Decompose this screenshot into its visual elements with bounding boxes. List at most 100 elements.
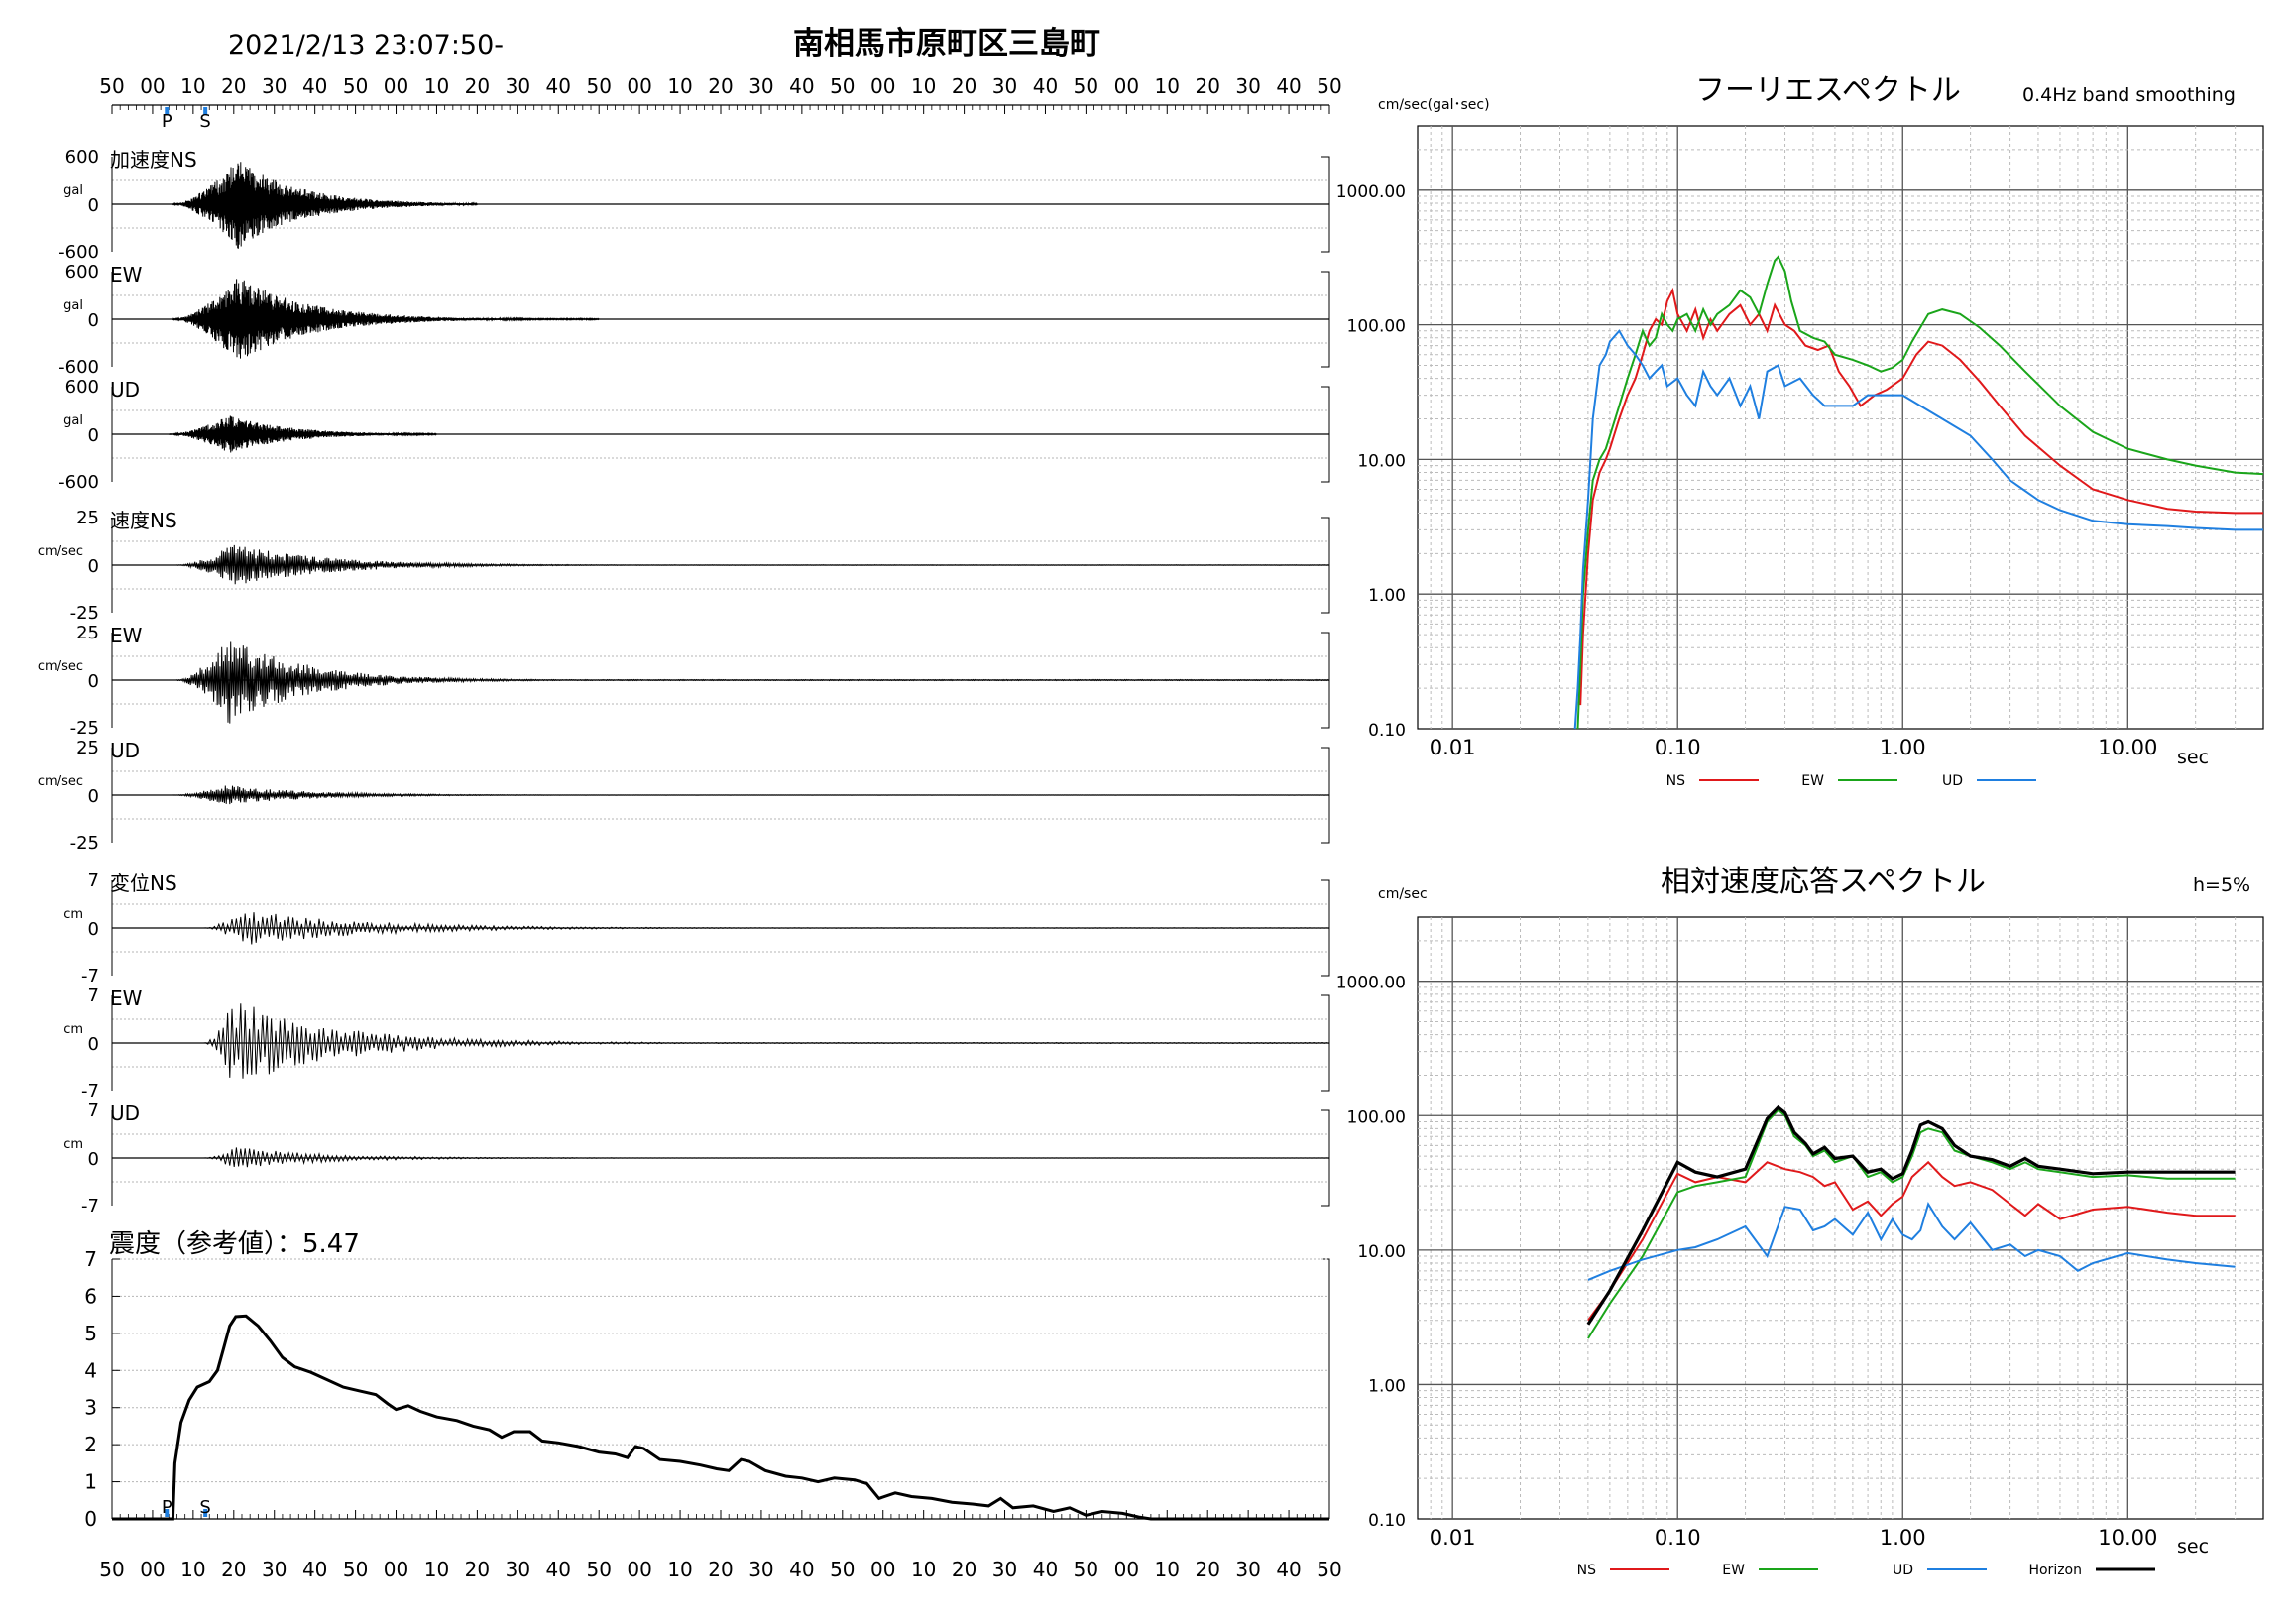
time-tick-label: 50 xyxy=(1074,1558,1098,1581)
spectrum-x-tick-label: 0.10 xyxy=(1655,1526,1701,1550)
waveform-bottom-tick: -7 xyxy=(81,1081,99,1101)
waveform-bottom-tick: -25 xyxy=(70,603,99,624)
spectrum-y-tick-label: 1.00 xyxy=(1368,1376,1406,1396)
waveform-label: UD xyxy=(110,1101,140,1125)
time-tick-label: 50 xyxy=(99,1558,124,1581)
waveform-zero-tick: 0 xyxy=(88,1149,99,1170)
fourier-xlabel: sec xyxy=(2177,747,2209,768)
waveform-label: 速度NS xyxy=(110,509,177,532)
waveform-bottom-tick: -7 xyxy=(81,966,99,986)
time-tick-label: 00 xyxy=(870,1558,895,1581)
time-tick-label: 50 xyxy=(586,1558,611,1581)
waveform-top-tick: 600 xyxy=(65,262,99,283)
time-tick-label: 50 xyxy=(830,1558,855,1581)
waveform-bottom-tick: -7 xyxy=(81,1196,99,1217)
waveform-label: EW xyxy=(110,263,143,287)
waveform-panels: 600-6000gal加速度NS600-6000galEW600-6000gal… xyxy=(38,147,1330,1217)
waveform-top-tick: 7 xyxy=(88,1101,99,1121)
time-tick-label: 50 xyxy=(1317,1558,1341,1581)
waveform-label: UD xyxy=(110,739,140,762)
response-ylabel: cm/sec xyxy=(1378,886,1428,902)
s-wave-marker xyxy=(203,107,208,115)
time-tick-label: 00 xyxy=(870,74,895,98)
time-tick-label: 40 xyxy=(1033,1558,1058,1581)
spectrum-series-ud xyxy=(1587,1201,2236,1281)
time-tick-label: 40 xyxy=(302,74,327,98)
spectrum-y-tick-label: 1.00 xyxy=(1368,586,1406,606)
p-wave-marker xyxy=(165,1509,170,1517)
waveform-panel-0: 600 -600 0 gal 加速度NS xyxy=(58,147,1330,263)
spectrum-y-tick-label: 100.00 xyxy=(1347,1107,1406,1127)
waveform-panel-6: 7 -7 0 cm 変位NS xyxy=(63,870,1330,986)
waveform-panel-4: 25 -25 0 cm/sec EW xyxy=(38,623,1330,739)
waveform-unit: gal xyxy=(63,298,83,313)
time-tick-label: 00 xyxy=(1114,1558,1139,1581)
waveform-trace xyxy=(112,279,1329,359)
waveform-top-tick: 25 xyxy=(76,623,99,643)
waveform-top-tick: 600 xyxy=(65,147,99,168)
waveform-unit: cm xyxy=(63,1137,83,1152)
time-axis-bottom: 50 00 10 20 30 40 50 00 10 20 30 40 50 00 10 20 30 40 50 00… xyxy=(99,1497,1341,1581)
time-tick-label: 20 xyxy=(952,1558,976,1581)
waveform-unit: cm/sec xyxy=(38,544,83,559)
header-datetime: 2021/2/13 23:07:50- xyxy=(228,30,504,60)
time-tick-label: 40 xyxy=(546,74,571,98)
waveform-panel-7: 7 -7 0 cm EW xyxy=(63,985,1330,1101)
waveform-label: 変位NS xyxy=(110,871,177,895)
spectrum-series-ew xyxy=(1576,255,2264,730)
time-tick-label: 10 xyxy=(667,1558,692,1581)
response-xlabel: sec xyxy=(2177,1536,2209,1558)
spectrum-series-ns xyxy=(1579,287,2263,706)
intensity-tick-label: 5 xyxy=(84,1322,97,1345)
time-tick-label: 40 xyxy=(1276,1558,1301,1581)
p-wave-marker-label: P xyxy=(162,111,172,132)
waveform-zero-tick: 0 xyxy=(88,310,99,331)
time-tick-label: 20 xyxy=(708,1558,733,1581)
waveform-zero-tick: 0 xyxy=(88,425,99,446)
fourier-subtitle: 0.4Hz band smoothing xyxy=(2022,84,2236,106)
waveform-bottom-tick: -600 xyxy=(58,242,99,263)
time-tick-label: 30 xyxy=(262,74,287,98)
time-tick-label: 50 xyxy=(343,74,368,98)
waveform-top-tick: 25 xyxy=(76,738,99,758)
waveform-zero-tick: 0 xyxy=(88,671,99,692)
time-tick-label: 10 xyxy=(1155,74,1180,98)
waveform-top-tick: 7 xyxy=(88,870,99,891)
intensity-trace xyxy=(112,1314,1329,1521)
s-wave-marker-label: S xyxy=(199,111,210,132)
waveform-unit: gal xyxy=(63,413,83,428)
spectrum-series-horizon xyxy=(1586,1104,2236,1326)
waveform-top-tick: 600 xyxy=(65,377,99,398)
waveform-bottom-tick: -600 xyxy=(58,357,99,378)
waveform-unit: cm xyxy=(63,907,83,922)
waveform-trace xyxy=(112,641,1329,724)
time-tick-label: 30 xyxy=(992,1558,1017,1581)
spectrum-y-tick-label: 100.00 xyxy=(1347,317,1406,337)
time-tick-label: 50 xyxy=(99,74,124,98)
time-tick-label: 20 xyxy=(1195,74,1219,98)
spectrum-x-tick-label: 0.01 xyxy=(1430,1526,1476,1550)
time-tick-label: 40 xyxy=(302,1558,327,1581)
waveform-label: UD xyxy=(110,378,140,402)
spectrum-y-tick-label: 1000.00 xyxy=(1336,974,1406,993)
time-tick-label: 40 xyxy=(789,1558,814,1581)
spectrum-x-tick-label: 10.00 xyxy=(2098,1526,2157,1550)
spectrum-frame xyxy=(1417,916,2264,1520)
time-tick-label: 20 xyxy=(708,74,733,98)
intensity-tick-label: 1 xyxy=(84,1470,97,1494)
header-station: 南相馬市原町区三島町 xyxy=(793,26,1100,61)
response-subtitle: h=5% xyxy=(2193,874,2250,896)
legend-label-ew: EW xyxy=(1801,773,1824,789)
spectrum-y-tick-label: 0.10 xyxy=(1368,1511,1406,1531)
time-tick-label: 00 xyxy=(384,74,408,98)
waveform-bottom-tick: -25 xyxy=(70,833,99,854)
waveform-zero-tick: 0 xyxy=(88,919,99,940)
spectrum-y-tick-label: 10.00 xyxy=(1357,451,1406,471)
fourier-title: フーリエスペクトル xyxy=(1695,73,1961,108)
time-tick-label: 30 xyxy=(748,1558,773,1581)
time-tick-label: 10 xyxy=(180,1558,205,1581)
time-tick-label: 40 xyxy=(546,1558,571,1581)
time-tick-label: 00 xyxy=(384,1558,408,1581)
time-tick-label: 50 xyxy=(830,74,855,98)
